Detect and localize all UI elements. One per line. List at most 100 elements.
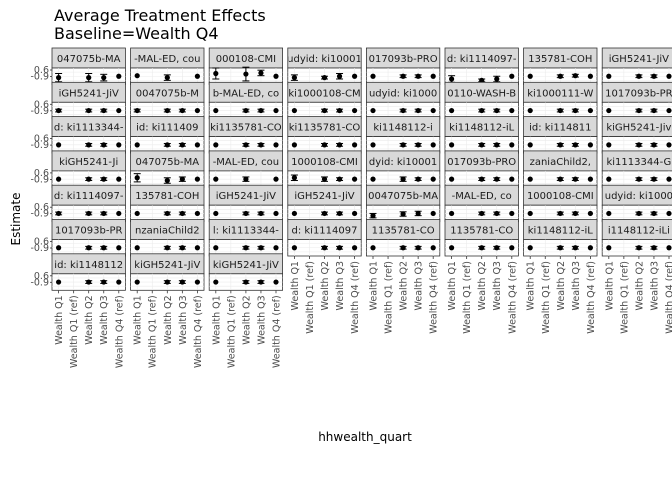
estimate-point [164, 245, 170, 251]
estimate-point [243, 176, 249, 182]
estimate-point [321, 210, 328, 217]
estimate-point [572, 210, 578, 217]
facet-panel: d: ki1114097- 0.6-0.9 [30, 184, 126, 223]
estimate-point [351, 73, 358, 79]
estimate-point [636, 210, 642, 217]
estimate-point [651, 245, 657, 251]
estimate-point [258, 107, 264, 114]
estimate-point [213, 279, 219, 285]
facet-panel: kiGH5241-JiV [208, 253, 283, 291]
estimate-point [291, 142, 298, 148]
estimate-point [400, 211, 406, 217]
facet-panel: 1000108-CMI [523, 184, 598, 223]
x-tick-label: Wealth Q2 [320, 261, 331, 310]
estimate-point [101, 142, 107, 148]
facet-panel: iGH5241-JiV 0.6-0.9 [30, 81, 126, 120]
chart-subtitle: Baseline=Wealth Q4 [54, 24, 219, 43]
x-tick-label: Wealth Q1 [369, 261, 380, 310]
facet-panel: 135781-COH [130, 184, 205, 223]
y-tick-label: -0.9 [30, 106, 49, 117]
estimate-point [430, 73, 436, 79]
facet-strip-label: udyid: ki1000 [605, 191, 672, 202]
y-tick-label: -0.9 [30, 72, 49, 83]
facet-strip-label: 000108-CMI [216, 54, 276, 65]
facet-strip-label: ki1135781-CO [289, 123, 361, 134]
estimate-point [636, 107, 642, 114]
x-tick-label: Wealth Q1 (ref) [305, 261, 316, 334]
estimate-point [164, 177, 170, 184]
estimate-point [56, 75, 62, 81]
estimate-point [527, 73, 533, 79]
facet-strip-label: 0110-WASH-B [447, 88, 516, 99]
estimate-point [636, 176, 642, 182]
facet-panel: iGH5241-JiV [287, 184, 362, 223]
facet-strip-label: id: ki1148112 [54, 260, 123, 271]
estimate-point [336, 142, 343, 148]
estimate-point [243, 107, 249, 114]
estimate-point [194, 245, 200, 251]
facet-panel: kiGH5241-JiV [130, 253, 205, 291]
estimate-point [291, 75, 298, 81]
estimate-point [56, 210, 62, 217]
facet-strip-label: iGH5241-JiV [216, 191, 276, 202]
estimate-point [509, 245, 515, 251]
x-tick-label: Wealth Q3 [256, 295, 267, 344]
estimate-point [134, 73, 140, 79]
facet-strip-label: 1017093b-PR [605, 88, 672, 99]
estimate-point [557, 210, 563, 217]
estimate-point [56, 279, 62, 285]
estimate-point [56, 176, 62, 182]
estimate-point [101, 176, 107, 182]
estimate-point [370, 73, 376, 79]
facet-strip-label: udyid: ki10001 [287, 54, 362, 65]
estimate-point [321, 142, 328, 148]
chart-title: Average Treatment Effects [54, 6, 266, 25]
estimate-point [86, 75, 92, 81]
facet-strip-label: ki1113344-G [606, 157, 671, 168]
estimate-point [400, 142, 406, 148]
x-tick-label: Wealth Q2 [241, 295, 252, 344]
estimate-point [400, 107, 406, 114]
estimate-point [509, 142, 515, 148]
facet-panel: 017093b-PRO [444, 150, 519, 188]
y-tick-label: 0.6 [34, 237, 49, 248]
estimate-point [336, 107, 343, 114]
estimate-point [479, 107, 485, 114]
facet-panel: id: ki111409 [130, 116, 205, 154]
facet-panel: ki1135781-CO [287, 116, 362, 154]
facet-panel: d: ki1114097- [444, 47, 519, 85]
estimate-point [587, 73, 593, 79]
estimate-point [86, 245, 92, 251]
facet-panel: ki1000111-W [523, 81, 598, 120]
facet-strip-label: b-MAL-ED, co [213, 88, 279, 99]
estimate-point [400, 73, 406, 79]
estimate-point [494, 245, 500, 251]
estimate-point [243, 142, 249, 148]
x-tick-label: Wealth Q1 [211, 295, 222, 344]
estimate-point [336, 245, 343, 251]
estimate-point [370, 142, 376, 148]
estimate-point [572, 245, 578, 251]
facet-strip-label: -MAL-ED, cou [134, 54, 200, 65]
estimate-point [572, 142, 578, 148]
estimate-point [258, 245, 264, 251]
estimate-point [213, 70, 219, 77]
facet-strip-label: kiGH5241-JiV [213, 260, 279, 271]
y-tick-label: 0.6 [34, 65, 49, 76]
facet-strip-label: iGH5241-JiV [59, 88, 119, 99]
estimate-point [494, 142, 500, 148]
estimate-point [243, 245, 249, 251]
facet-panel: udyid: ki10001 [287, 47, 362, 85]
estimate-point [494, 107, 500, 114]
estimate-point [134, 245, 140, 251]
x-tick-label: Wealth Q1 (ref) [619, 261, 630, 334]
estimate-point [194, 73, 200, 79]
estimate-point [243, 71, 249, 77]
facet-panel: ki1000108-CM [287, 81, 362, 120]
facet-panel: id: ki114811 [523, 116, 598, 154]
facet-strip-label: 047075b-MA [135, 157, 199, 168]
estimate-point [56, 107, 62, 114]
estimate-point [194, 142, 200, 148]
estimate-point [179, 142, 185, 148]
facet-panel: 0047075b-M [130, 81, 205, 120]
